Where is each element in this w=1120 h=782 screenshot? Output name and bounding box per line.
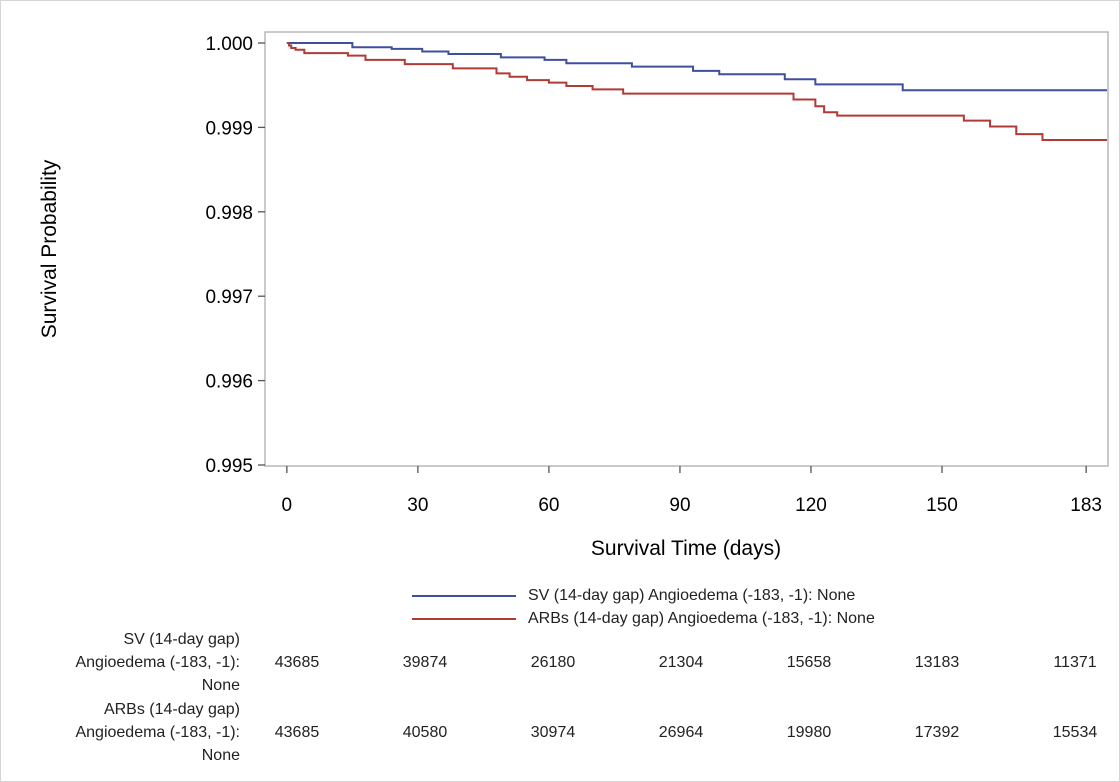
- at-risk-count: 15534: [1052, 724, 1098, 741]
- y-tick-label: 0.996: [205, 372, 253, 393]
- x-axis-title: Survival Time (days): [591, 537, 781, 560]
- at-risk-row-arbs: ARBs (14-day gap) Angioedema (-183, -1):…: [0, 698, 1120, 768]
- at-risk-count: 43685: [274, 654, 320, 671]
- legend-swatch-sv: [412, 594, 516, 597]
- x-tick-label: 183: [1070, 495, 1102, 516]
- x-tick-label: 30: [407, 495, 428, 516]
- at-risk-count: 30974: [530, 724, 576, 741]
- legend-item-sv: SV (14-day gap) Angioedema (-183, -1): N…: [412, 584, 875, 607]
- legend-label-arbs: ARBs (14-day gap) Angioedema (-183, -1):…: [528, 609, 875, 627]
- y-tick-label: 0.995: [205, 456, 253, 477]
- series-lines: [286, 42, 1107, 142]
- row-label-line: Angioedema (-183, -1):: [75, 724, 240, 741]
- at-risk-count: 15658: [786, 654, 832, 671]
- y-tick-label: 0.998: [205, 203, 253, 224]
- at-risk-count: 43685: [274, 724, 320, 741]
- series-line-sv: [286, 42, 1107, 92]
- series-line-arbs: [286, 42, 1107, 142]
- x-tick-label: 60: [538, 495, 559, 516]
- at-risk-count: 11371: [1053, 654, 1097, 671]
- y-tick-label: 0.999: [205, 118, 253, 139]
- y-axis: 0.995 0.996 0.997 0.998 0.999 1.000: [205, 34, 265, 477]
- at-risk-count: 13183: [914, 654, 960, 671]
- plot-area: [264, 31, 1109, 467]
- legend-swatch-arbs: [412, 617, 516, 620]
- at-risk-count: 19980: [786, 724, 832, 741]
- at-risk-row-label: ARBs (14-day gap) Angioedema (-183, -1):…: [10, 698, 240, 767]
- at-risk-count: 21304: [658, 654, 704, 671]
- at-risk-count: 26180: [530, 654, 576, 671]
- y-tick-label: 0.997: [205, 287, 253, 308]
- y-axis-title: Survival Probability: [38, 159, 61, 338]
- legend: SV (14-day gap) Angioedema (-183, -1): N…: [412, 584, 875, 630]
- x-tick-label: 120: [795, 495, 827, 516]
- at-risk-count: 40580: [402, 724, 448, 741]
- x-tick-label: 0: [282, 495, 293, 516]
- at-risk-row-label: SV (14-day gap) Angioedema (-183, -1): N…: [10, 628, 240, 697]
- legend-item-arbs: ARBs (14-day gap) Angioedema (-183, -1):…: [412, 607, 875, 630]
- legend-label-sv: SV (14-day gap) Angioedema (-183, -1): N…: [528, 586, 856, 604]
- at-risk-count: 17392: [914, 724, 960, 741]
- x-axis: 0 30 60 90 120 150 183: [282, 466, 1102, 516]
- at-risk-count: 39874: [402, 654, 448, 671]
- at-risk-count: 26964: [658, 724, 704, 741]
- x-tick-label: 150: [926, 495, 958, 516]
- survival-plot: 0.995 0.996 0.997 0.998 0.999 1.000 0 30 60 90 12…: [38, 31, 1109, 560]
- x-tick-label: 90: [669, 495, 690, 516]
- y-tick-label: 1.000: [205, 34, 253, 55]
- row-label-line: None: [201, 747, 240, 764]
- row-label-line: None: [201, 677, 240, 694]
- row-label-line: Angioedema (-183, -1):: [75, 654, 240, 671]
- row-label-line: SV (14-day gap): [123, 631, 240, 648]
- row-label-line: ARBs (14-day gap): [103, 701, 240, 718]
- at-risk-row-sv: SV (14-day gap) Angioedema (-183, -1): N…: [0, 628, 1120, 698]
